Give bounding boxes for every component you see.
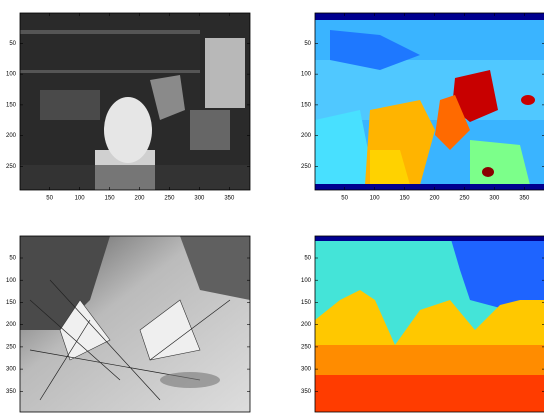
- x-tick-label: 250: [459, 196, 470, 202]
- y-tick-label: 150: [301, 300, 312, 306]
- y-tick-label: 200: [6, 322, 17, 328]
- y-tick-label: 200: [6, 133, 17, 139]
- x-tick-label: 100: [75, 196, 86, 202]
- y-tick-label: 150: [6, 102, 17, 108]
- x-tick-label: 50: [46, 196, 53, 202]
- x-tick-label: 350: [519, 196, 530, 202]
- y-tick-label: 50: [304, 256, 311, 262]
- image-grayscale-scene: [20, 13, 250, 190]
- x-tick-label: 250: [164, 196, 175, 202]
- y-tick-label: 250: [6, 344, 17, 350]
- y-tick-label: 300: [301, 367, 312, 373]
- y-tick-label: 50: [9, 41, 16, 47]
- y-tick-label: 350: [301, 389, 312, 395]
- x-tick-label: 200: [429, 196, 440, 202]
- x-tick-label: 350: [224, 196, 235, 202]
- x-tick-label: 100: [370, 196, 381, 202]
- y-tick-label: 50: [9, 256, 16, 262]
- y-tick-label: 200: [301, 322, 312, 328]
- y-tick-label: 100: [6, 72, 17, 78]
- x-tick-label: 200: [134, 196, 145, 202]
- y-tick-label: 100: [301, 278, 312, 284]
- y-tick-label: 300: [6, 367, 17, 373]
- y-tick-label: 350: [6, 389, 17, 395]
- x-tick-label: 150: [400, 196, 411, 202]
- y-tick-label: 150: [6, 300, 17, 306]
- image-grayscale-texture: [20, 236, 250, 412]
- y-tick-label: 100: [301, 72, 312, 78]
- y-tick-label: 250: [6, 164, 17, 170]
- x-tick-label: 300: [489, 196, 500, 202]
- figure: 50 100 150 200 250 50 100 150 200 250 300 350 50 100 1…: [0, 0, 544, 417]
- image-disparity-map: [315, 13, 544, 190]
- x-tick-label: 50: [341, 196, 348, 202]
- y-tick-label: 150: [301, 102, 312, 108]
- y-tick-label: 250: [301, 344, 312, 350]
- image-depth-map: [315, 236, 544, 412]
- x-tick-label: 150: [105, 196, 116, 202]
- y-tick-label: 200: [301, 133, 312, 139]
- y-tick-label: 100: [6, 278, 17, 284]
- y-tick-label: 50: [304, 41, 311, 47]
- y-tick-label: 250: [301, 164, 312, 170]
- x-tick-label: 300: [194, 196, 205, 202]
